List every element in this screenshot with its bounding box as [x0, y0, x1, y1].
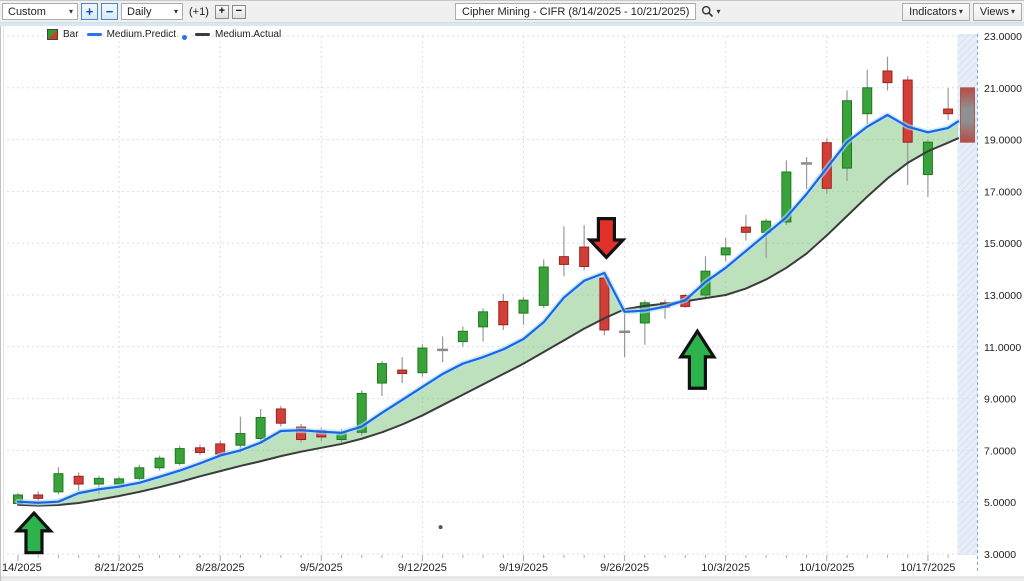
chevron-down-icon: ▾ [173, 7, 178, 16]
views-button[interactable]: Views ▾ [972, 2, 1022, 21]
svg-text:9/5/2025: 9/5/2025 [300, 562, 343, 574]
chevron-down-icon: ▾ [1010, 7, 1015, 16]
zoom-out-button[interactable]: − [101, 3, 118, 20]
svg-text:11.0000: 11.0000 [984, 342, 1021, 354]
period-select[interactable]: Daily ▾ [121, 3, 183, 20]
svg-text:23.0000: 23.0000 [984, 31, 1022, 43]
svg-text:5.0000: 5.0000 [984, 497, 1016, 509]
y-axis: 3.0000 5.0000 7.0000 9.0000 11.0000 13.0000 15… [984, 31, 1022, 561]
svg-text:15.0000: 15.0000 [984, 238, 1022, 250]
zoom-in-button[interactable]: + [81, 3, 98, 20]
chart-area: Bar Medium.Predict Medium.Actual 3.0000 5… [0, 26, 1024, 581]
x-axis: 14/2025 8/21/2025 8/28/2025 9/5/2025 9/12/20… [1, 555, 1024, 581]
actual-line [17, 137, 959, 507]
prediction-band [18, 114, 958, 506]
chart-legend: Bar Medium.Predict Medium.Actual [47, 29, 281, 40]
svg-text:13.0000: 13.0000 [984, 290, 1022, 302]
actual-line-icon [195, 33, 211, 36]
svg-text:10/3/2025: 10/3/2025 [701, 562, 750, 574]
legend-bar[interactable]: Bar [47, 29, 79, 40]
svg-text:9/19/2025: 9/19/2025 [499, 562, 548, 574]
current-bar [960, 87, 975, 143]
symbol-title-group: Cipher Mining - CIFR (8/14/2025 - 10/21/… [455, 3, 720, 20]
legend-actual[interactable]: Medium.Actual [195, 29, 281, 40]
svg-text:3.0000: 3.0000 [984, 549, 1016, 561]
chevron-down-icon: ▾ [958, 7, 963, 16]
price-chart[interactable]: 3.0000 5.0000 7.0000 9.0000 11.0000 13.0000 15… [1, 26, 1024, 581]
sell-signal-arrow-icon [586, 216, 627, 260]
svg-text:10/10/2025: 10/10/2025 [799, 562, 854, 574]
svg-text:9/12/2025: 9/12/2025 [398, 562, 447, 574]
search-icon [702, 5, 714, 18]
legend-actual-label: Medium.Actual [215, 29, 282, 40]
svg-text:17.0000: 17.0000 [984, 186, 1022, 198]
offset-label: (+1) [189, 5, 209, 18]
toolbar: Custom ▾ + − Daily ▾ (+1) + − Cipher Min… [0, 1, 1024, 23]
toolbar-right-group: Indicators ▾ Views ▾ [902, 2, 1022, 21]
range-select[interactable]: Custom ▾ [2, 3, 78, 20]
legend-bar-label: Bar [63, 29, 79, 40]
predict-line [15, 112, 961, 506]
buy-signal-arrow-icon [677, 328, 717, 390]
chevron-down-icon: ▾ [716, 7, 721, 16]
svg-text:8/21/2025: 8/21/2025 [95, 562, 144, 574]
svg-text:10/17/2025: 10/17/2025 [900, 562, 955, 574]
svg-text:21.0000: 21.0000 [984, 83, 1022, 95]
symbol-title[interactable]: Cipher Mining - CIFR (8/14/2025 - 10/21/… [455, 3, 697, 20]
svg-text:8/28/2025: 8/28/2025 [196, 562, 245, 574]
svg-text:7.0000: 7.0000 [984, 445, 1016, 457]
svg-text:9/26/2025: 9/26/2025 [600, 562, 649, 574]
candlestick-icon [47, 29, 58, 40]
period-select-value: Daily [127, 5, 152, 18]
range-select-value: Custom [8, 5, 46, 18]
svg-text:9.0000: 9.0000 [984, 394, 1016, 406]
annotations [13, 216, 717, 555]
grid [7, 35, 977, 555]
predict-line-icon [86, 33, 102, 36]
candles [13, 56, 954, 506]
legend-predict[interactable]: Medium.Predict [86, 29, 188, 40]
legend-predict-label: Medium.Predict [106, 29, 177, 40]
svg-text:19.0000: 19.0000 [984, 135, 1022, 147]
predict-marker-dot-icon [182, 35, 188, 40]
toolbar-separator [0, 23, 1024, 26]
bar-remove-button[interactable]: − [231, 4, 246, 19]
chevron-down-icon: ▾ [68, 7, 73, 16]
buy-signal-arrow-icon [13, 510, 55, 555]
svg-text:14/2025: 14/2025 [2, 562, 42, 574]
bar-add-button[interactable]: + [214, 4, 229, 19]
symbol-search[interactable]: ▾ [701, 5, 720, 18]
indicators-button[interactable]: Indicators ▾ [902, 2, 970, 21]
